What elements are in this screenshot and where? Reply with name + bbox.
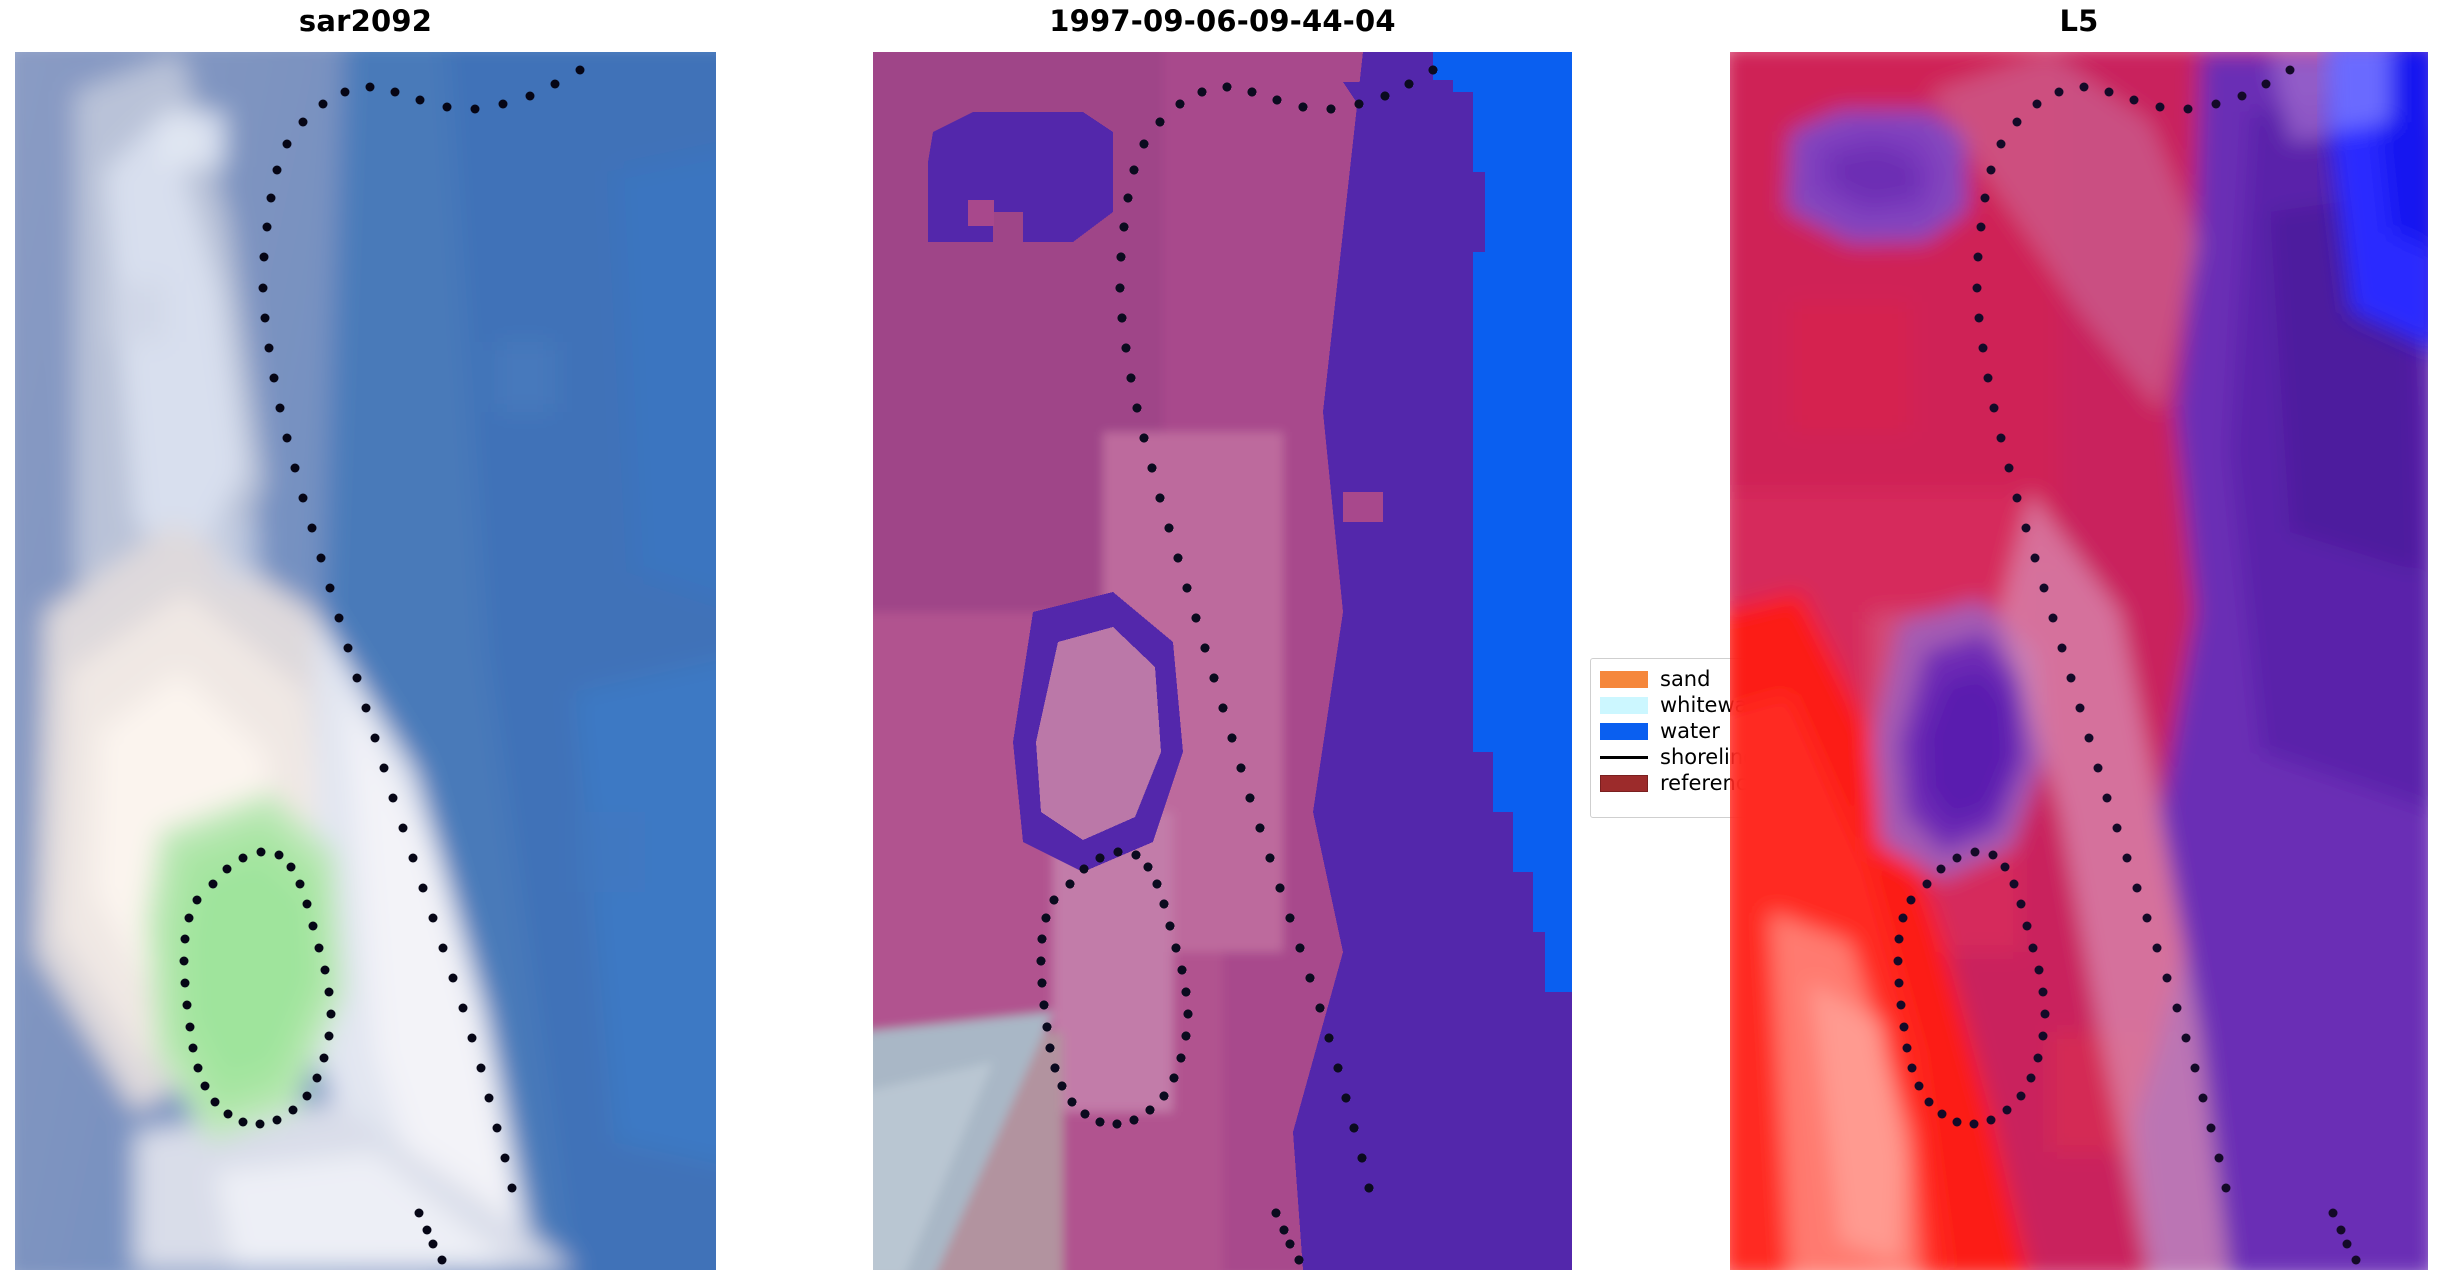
panel-title-sar: sar2092: [298, 4, 433, 38]
sar2092-image: [15, 52, 716, 1270]
panel-title-classified: 1997-09-06-09-44-04: [1049, 4, 1396, 38]
legend-label-water: water: [1660, 719, 1720, 743]
l5-image: [1730, 52, 2428, 1270]
panel-sar2092[interactable]: [15, 52, 716, 1270]
panel-title-l5: L5: [2059, 4, 2099, 38]
legend-label-sand: sand: [1660, 667, 1711, 691]
sand-swatch-icon: [1600, 670, 1648, 688]
sar2092-raster: [15, 52, 716, 1270]
shoreline-overlay-l5: [1893, 65, 2361, 1265]
classified-image: [873, 52, 1572, 1270]
shoreline-line-icon: [1600, 755, 1648, 759]
shoreline-overlay-classified: [1036, 65, 1438, 1265]
reference-shoreline-swatch-icon: [1600, 774, 1648, 792]
whitewater-swatch-icon: [1600, 696, 1648, 714]
water-swatch-icon: [1600, 722, 1648, 740]
l5-raster: [1730, 52, 2428, 1270]
legend-item-sand: sand: [1600, 666, 1795, 692]
panel-l5[interactable]: [1730, 52, 2428, 1270]
classified-raster: [873, 52, 1572, 1270]
shoreline-overlay-sar: [179, 65, 585, 1265]
legend-item-water: water: [1600, 718, 1795, 744]
panel-classified-raster[interactable]: [873, 52, 1572, 1270]
